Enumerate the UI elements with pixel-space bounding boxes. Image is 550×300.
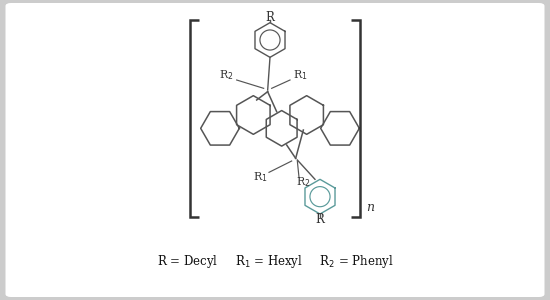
Text: R$_2$: R$_2$ — [219, 68, 234, 82]
Polygon shape — [201, 112, 239, 145]
Text: R$_1$: R$_1$ — [293, 68, 307, 82]
Polygon shape — [305, 179, 335, 214]
Text: n: n — [366, 201, 374, 214]
Text: R$_2$: R$_2$ — [296, 175, 311, 189]
Polygon shape — [321, 112, 359, 145]
Polygon shape — [236, 96, 270, 134]
Text: R: R — [316, 213, 324, 226]
Polygon shape — [255, 23, 285, 57]
Text: R: R — [266, 11, 274, 24]
Polygon shape — [266, 110, 297, 146]
Polygon shape — [290, 96, 323, 134]
Text: R = Decyl     R$_1$ = Hexyl     R$_2$ = Phenyl: R = Decyl R$_1$ = Hexyl R$_2$ = Phenyl — [157, 253, 393, 270]
Text: R$_1$: R$_1$ — [252, 170, 267, 184]
